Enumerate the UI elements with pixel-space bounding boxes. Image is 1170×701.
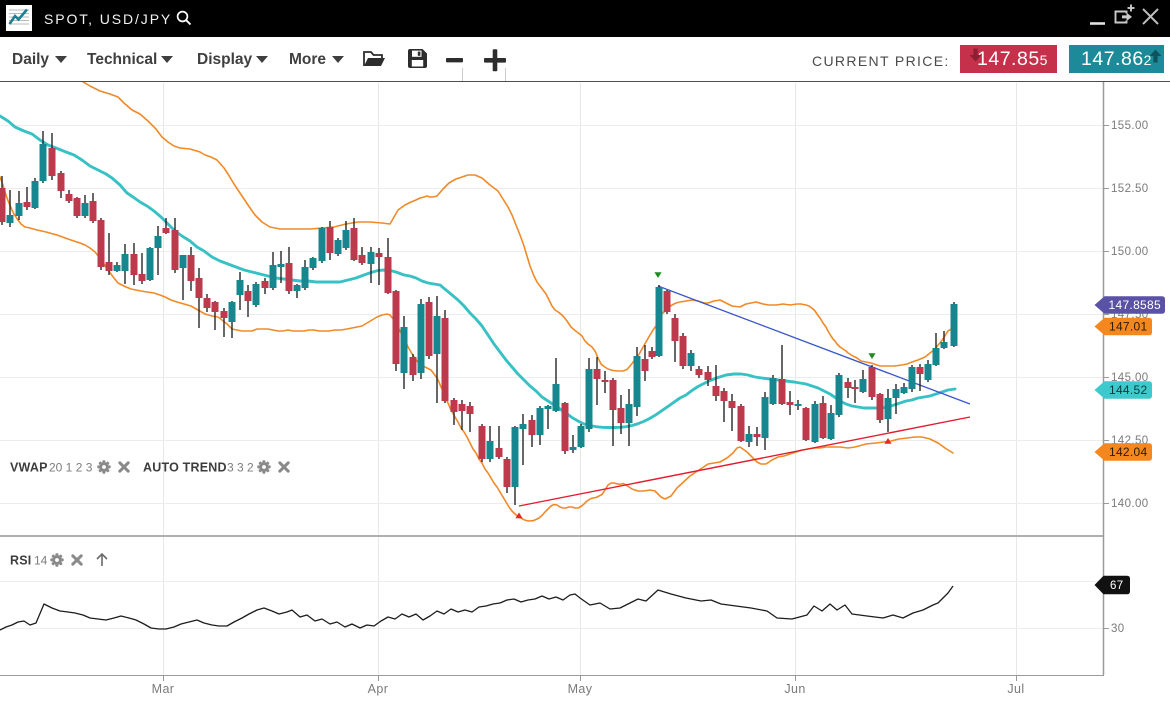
- svg-text:147.01: 147.01: [1109, 320, 1148, 334]
- svg-text:Jul: Jul: [1007, 682, 1024, 696]
- svg-text:150.00: 150.00: [1111, 246, 1149, 258]
- svg-text:142.04: 142.04: [1109, 445, 1148, 459]
- svg-text:140.00: 140.00: [1111, 498, 1149, 510]
- svg-text:67: 67: [1110, 580, 1123, 592]
- svg-text:Apr: Apr: [368, 682, 389, 696]
- svg-text:14: 14: [34, 554, 48, 568]
- svg-text:144.52: 144.52: [1109, 383, 1148, 397]
- svg-text:20 1 2 3: 20 1 2 3: [49, 461, 93, 475]
- svg-text:147.8585: 147.8585: [1109, 298, 1161, 312]
- svg-text:AUTO TREND: AUTO TREND: [143, 461, 227, 475]
- svg-text:RSI: RSI: [10, 554, 31, 568]
- svg-text:Jun: Jun: [784, 682, 805, 696]
- svg-text:VWAP: VWAP: [10, 461, 48, 475]
- svg-text:155.00: 155.00: [1111, 120, 1149, 132]
- svg-text:145.00: 145.00: [1111, 372, 1149, 384]
- svg-text:152.50: 152.50: [1111, 183, 1149, 195]
- svg-text:Mar: Mar: [152, 682, 175, 696]
- svg-text:May: May: [568, 682, 593, 696]
- svg-text:30: 30: [1111, 623, 1125, 635]
- svg-text:3 3 2: 3 3 2: [227, 461, 254, 475]
